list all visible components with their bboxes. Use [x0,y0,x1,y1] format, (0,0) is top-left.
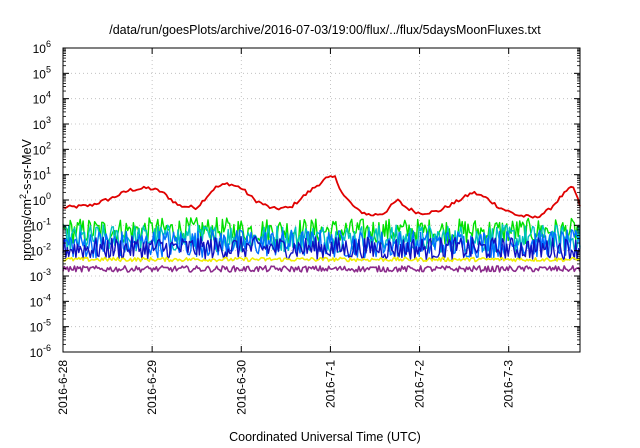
chart-title: /data/run/goesPlots/archive/2016-07-03/1… [109,23,541,37]
y-tick-label: 101 [33,166,51,183]
axes: 10-6 10-5 10-4 10-3 10-2 10-1 100 101 102 103 104 1… [30,39,581,415]
y-tick-label: 10-1 [30,216,51,233]
y-tick-label: 10-4 [30,292,51,309]
y-tick-label: 103 [33,115,51,132]
y-axis-label-prefix: protons/cm [20,199,34,261]
series-line-7 [62,265,581,273]
series-line-2 [62,217,581,245]
series-group [62,175,581,273]
y-tick-label: 102 [33,140,51,157]
y-tick-label: 10-5 [30,318,51,335]
y-tick-label: 105 [33,64,51,81]
y-tick-label: 10-2 [30,242,51,259]
x-tick-label: 2016-7-3 [502,360,516,408]
x-tick-label: 2016-7-2 [413,360,427,408]
x-tick-label: 2016-6-28 [56,360,70,415]
y-axis-label-superscript: 2 [18,194,28,199]
x-tick-label: 2016-7-1 [323,360,337,408]
y-tick-label: 10-6 [30,343,51,360]
grid-lines [63,48,580,352]
series-line-6 [62,256,581,263]
y-axis-label-suffix: -s-sr-MeV [20,138,34,194]
plot-frame [62,47,581,353]
y-axis-label: protons/cm2-s-sr-MeV [18,138,34,260]
x-tick-label: 2016-6-29 [145,360,159,415]
y-tick-label: 100 [33,191,51,208]
y-tick-label: 10-3 [30,267,51,284]
series-line-5 [62,235,581,261]
y-tick-label: 106 [33,39,51,56]
y-tick-label: 104 [33,90,51,107]
x-tick-label: 2016-6-30 [234,360,248,415]
series-line-1 [62,175,581,219]
x-axis-label: Coordinated Universal Time (UTC) [229,430,421,444]
